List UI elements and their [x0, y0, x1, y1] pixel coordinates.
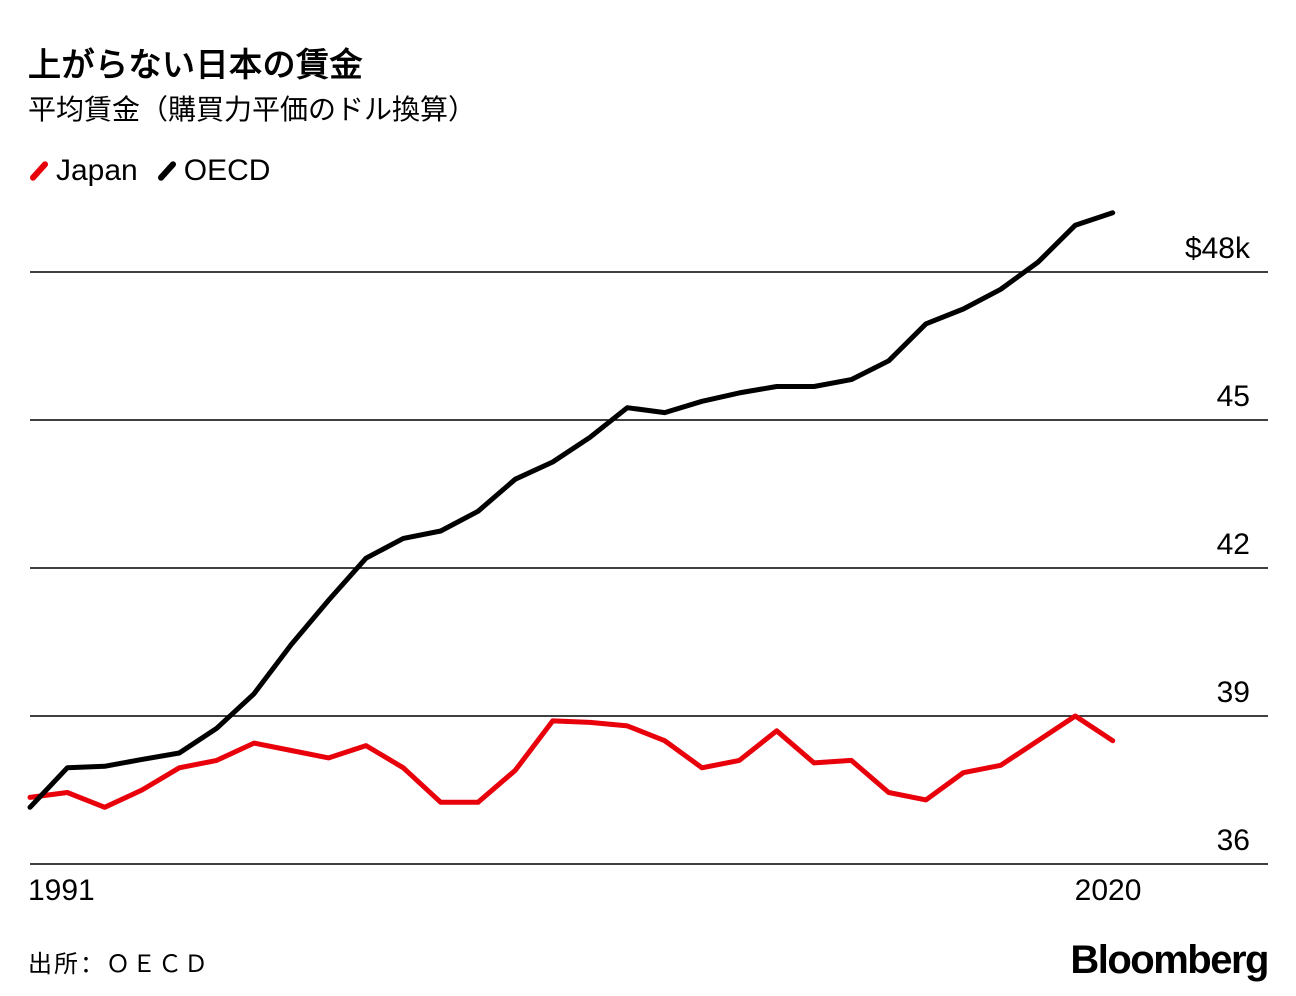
chart-subtitle: 平均賃金（購買力平価のドル換算） — [28, 93, 477, 126]
legend-swatch-oecd — [156, 160, 178, 182]
line-chart: 36 39 42 45 $48k 1991 2020 — [27, 210, 1268, 907]
legend-label-oecd: OECD — [183, 154, 271, 187]
chart-title: 上がらない日本の賃金 — [28, 45, 363, 84]
legend: Japan OECD — [28, 154, 288, 188]
y-tick-label-36: 36 — [1217, 824, 1250, 857]
bloomberg-logo: Bloomberg — [1070, 938, 1269, 982]
y-tick-label-39: 39 — [1217, 676, 1250, 709]
source-note: 出所：ＯＥＣＤ — [28, 950, 210, 978]
series-line-oecd — [27, 210, 1116, 810]
y-tick-label-45: 45 — [1217, 380, 1250, 413]
legend-swatch-japan — [28, 160, 50, 182]
x-tick-label-2020: 2020 — [1075, 874, 1142, 907]
legend-item-oecd: OECD — [156, 154, 271, 188]
legend-item-japan: Japan — [28, 154, 138, 188]
y-tick-label-48: $48k — [1185, 232, 1251, 265]
legend-label-japan: Japan — [56, 154, 138, 187]
y-tick-label-42: 42 — [1217, 528, 1250, 561]
x-tick-label-1991: 1991 — [28, 874, 95, 907]
series-line-japan — [27, 713, 1116, 810]
